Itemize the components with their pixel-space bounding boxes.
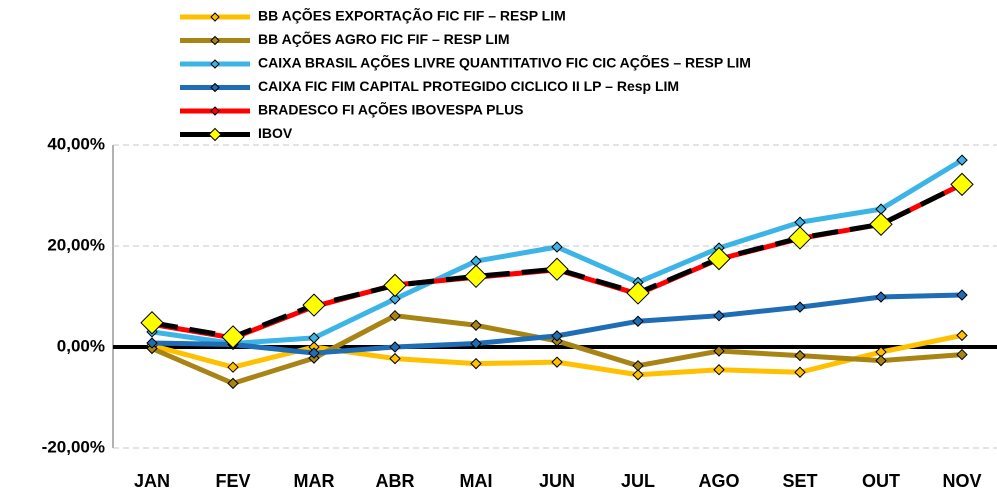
- data-point: [956, 154, 968, 166]
- x-tick-label: JAN: [134, 471, 170, 491]
- data-point: [794, 349, 806, 362]
- x-tick-label: MAR: [294, 471, 335, 491]
- data-point: [302, 293, 326, 317]
- y-tick-label: -20,00%: [42, 437, 105, 456]
- x-tick-label: AGO: [698, 471, 739, 491]
- x-tick-label: JUL: [621, 471, 655, 491]
- data-point: [470, 319, 482, 331]
- x-tick-label: FEV: [215, 471, 250, 491]
- data-point: [470, 357, 482, 370]
- x-tick-label: MAI: [460, 471, 493, 491]
- x-tick-label: ABR: [376, 471, 415, 491]
- data-point: [389, 293, 401, 305]
- data-point: [389, 352, 401, 365]
- legend-marker: [210, 12, 220, 22]
- data-point: [950, 172, 974, 197]
- data-point: [227, 377, 239, 390]
- legend-marker: [210, 106, 220, 116]
- y-tick-label: 20,00%: [47, 235, 105, 254]
- x-tick-label: JUN: [539, 471, 575, 491]
- x-tick-label: OUT: [862, 471, 900, 491]
- data-point: [788, 226, 812, 250]
- legend-label: BB AÇÕES EXPORTAÇÃO FIC FIF – RESP LIM: [258, 7, 566, 24]
- data-point: [389, 309, 401, 322]
- data-point: [551, 356, 563, 368]
- legend-marker: [210, 82, 220, 93]
- data-point: [470, 337, 482, 350]
- data-point: [707, 246, 731, 271]
- data-point: [389, 341, 401, 353]
- y-tick-label: 40,00%: [47, 134, 105, 153]
- legend-marker: [210, 59, 220, 69]
- data-point: [632, 359, 644, 372]
- data-point: [956, 289, 968, 301]
- legend-label: IBOV: [258, 125, 293, 141]
- legend-label: CAIXA FIC FIM CAPITAL PROTEGIDO CICLICO …: [258, 78, 679, 94]
- x-tick-label: NOV: [942, 471, 981, 491]
- data-point: [713, 345, 725, 357]
- data-point: [956, 348, 968, 361]
- data-point: [146, 337, 158, 349]
- data-point: [227, 361, 239, 373]
- data-point: [713, 309, 725, 322]
- data-point: [869, 212, 893, 236]
- y-tick-label: 0,00%: [57, 336, 105, 355]
- data-point: [140, 311, 164, 335]
- data-point: [308, 332, 320, 344]
- data-point: [626, 281, 650, 305]
- data-point: [794, 366, 806, 378]
- legend-marker: [210, 35, 220, 46]
- data-point: [551, 330, 563, 342]
- legend-label: CAIXA BRASIL AÇÕES LIVRE QUANTITATIVO FI…: [258, 54, 751, 71]
- data-point: [308, 347, 320, 359]
- data-point: [464, 264, 488, 289]
- data-point: [875, 291, 887, 303]
- legend-label: BRADESCO FI AÇÕES IBOVESPA PLUS: [258, 101, 524, 118]
- data-point: [221, 325, 245, 349]
- data-point: [713, 364, 725, 376]
- data-point: [551, 241, 563, 253]
- data-point: [794, 301, 806, 313]
- legend-marker: [208, 127, 222, 142]
- legend-label: BB AÇÕES AGRO FIC FIF – RESP LIM: [258, 30, 510, 47]
- data-point: [632, 369, 644, 381]
- series-line: [151, 182, 964, 340]
- data-point: [545, 257, 569, 281]
- x-tick-label: SET: [782, 471, 817, 491]
- data-point: [383, 273, 407, 298]
- data-point: [632, 315, 644, 327]
- data-point: [875, 354, 887, 367]
- data-point: [956, 329, 968, 342]
